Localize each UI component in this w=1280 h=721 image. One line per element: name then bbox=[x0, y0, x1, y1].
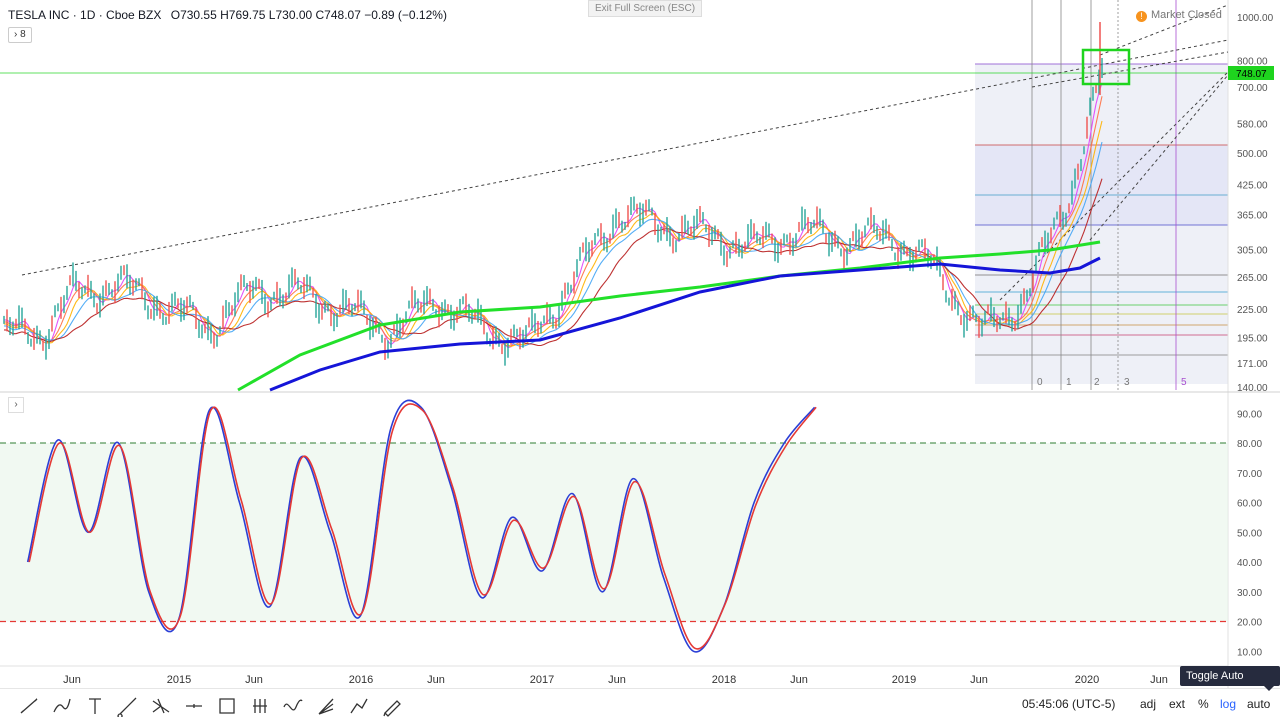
moving-average-line bbox=[3, 141, 1103, 347]
chart-canvas[interactable]: 1000.00800.00700.00580.00500.00425.00365… bbox=[0, 0, 1280, 688]
price-axis-label: 225.00 bbox=[1237, 305, 1268, 316]
fib-icon[interactable] bbox=[150, 695, 172, 717]
oscillator-axis-label: 90.00 bbox=[1237, 409, 1262, 420]
last-price-tag bbox=[1228, 66, 1274, 80]
text-icon[interactable] bbox=[84, 695, 106, 717]
exit-fullscreen-hint[interactable]: Exit Full Screen (ESC) bbox=[588, 0, 703, 17]
price-axis-label: 700.00 bbox=[1237, 83, 1268, 94]
fib-label: 5 bbox=[1181, 377, 1187, 388]
clock[interactable]: 05:45:06 (UTC-5) bbox=[1022, 697, 1116, 711]
fib-label: 1 bbox=[1066, 377, 1072, 388]
time-axis-label: Jun bbox=[790, 674, 808, 686]
indicators-toggle-button[interactable]: › 8 bbox=[8, 27, 32, 43]
price-axis-label: 265.00 bbox=[1237, 273, 1268, 284]
horizontal-line-icon[interactable] bbox=[183, 695, 205, 717]
time-axis-label: Jun bbox=[245, 674, 263, 686]
price-axis-label: 140.00 bbox=[1237, 383, 1268, 394]
highlight-box bbox=[1081, 48, 1131, 86]
trend-line-icon[interactable] bbox=[18, 695, 40, 717]
price-axis-label: 425.00 bbox=[1237, 181, 1268, 192]
price-axis-label: 305.00 bbox=[1237, 246, 1268, 257]
market-status-label: Market Closed bbox=[1151, 9, 1222, 21]
auto-scale-tooltip: Toggle Auto Scale bbox=[1180, 666, 1280, 702]
moving-average-200-line bbox=[237, 240, 1101, 392]
ray-icon[interactable] bbox=[117, 695, 139, 717]
oscillator-axis-label: 70.00 bbox=[1237, 469, 1262, 480]
market-status: ! Market Closed bbox=[1136, 9, 1222, 22]
trend-line bbox=[1099, 4, 1229, 56]
price-axis-label: 580.00 bbox=[1237, 120, 1268, 131]
auto-option[interactable]: auto bbox=[1247, 697, 1271, 711]
oscillator-axis-label: 20.00 bbox=[1237, 618, 1262, 629]
time-axis-label: Jun bbox=[608, 674, 626, 686]
time-axis-label: Jun bbox=[1150, 674, 1168, 686]
path-icon[interactable] bbox=[348, 695, 370, 717]
log-option[interactable]: log bbox=[1220, 697, 1237, 711]
oscillator-axis-label: 10.00 bbox=[1237, 647, 1262, 658]
oscillator-band bbox=[0, 443, 1228, 622]
symbol-header: TESLA INC · 1D · Cboe BZX O730.55 H769.7… bbox=[8, 8, 447, 22]
price-axis-label: 365.00 bbox=[1237, 210, 1268, 221]
fib-label: 0 bbox=[1037, 377, 1043, 388]
time-axis-label: 2019 bbox=[892, 674, 916, 686]
time-axis-label: Jun bbox=[427, 674, 445, 686]
time-axis-label: 2018 bbox=[712, 674, 736, 686]
time-axis-label: 2015 bbox=[167, 674, 191, 686]
oscillator-series-line bbox=[28, 403, 817, 650]
time-axis-label: Jun bbox=[970, 674, 988, 686]
price-axis-label: 195.00 bbox=[1237, 333, 1268, 344]
time-axis-label: 2020 bbox=[1075, 674, 1099, 686]
warning-icon: ! bbox=[1136, 11, 1147, 22]
wave-icon[interactable] bbox=[282, 695, 304, 717]
ohlc-readout: O730.55 H769.75 L730.00 C748.07 −0.89 (−… bbox=[170, 8, 447, 22]
price-axis-label: 800.00 bbox=[1237, 57, 1268, 68]
moving-average-300-line bbox=[269, 256, 1101, 392]
oscillator-axis-label: 60.00 bbox=[1237, 499, 1262, 510]
last-price-label: 748.07 bbox=[1236, 69, 1267, 80]
time-axis-label: 2017 bbox=[530, 674, 554, 686]
adj-option[interactable]: adj bbox=[1140, 697, 1157, 711]
fib-label: 3 bbox=[1124, 377, 1130, 388]
trend-line bbox=[21, 39, 1229, 276]
fib-zone-band bbox=[975, 145, 1228, 225]
pitchfork-icon[interactable] bbox=[249, 695, 271, 717]
fib-label: 2 bbox=[1094, 377, 1100, 388]
symbol-title[interactable]: TESLA INC · 1D · Cboe BZX bbox=[8, 8, 162, 22]
oscillator-pane-toggle[interactable]: › bbox=[8, 397, 24, 413]
oscillator-axis-label: 50.00 bbox=[1237, 528, 1262, 539]
price-axis-label: 1000.00 bbox=[1237, 13, 1274, 24]
brush-icon[interactable] bbox=[51, 695, 73, 717]
oscillator-axis-label: 30.00 bbox=[1237, 588, 1262, 599]
fan-icon[interactable] bbox=[315, 695, 337, 717]
bottom-toolbar bbox=[0, 688, 1280, 721]
time-axis-label: 2016 bbox=[349, 674, 373, 686]
rectangle-icon[interactable] bbox=[216, 695, 238, 717]
price-axis-label: 500.00 bbox=[1237, 149, 1268, 160]
percent-option[interactable]: % bbox=[1198, 697, 1209, 711]
oscillator-series-line bbox=[26, 399, 816, 653]
oscillator-axis-label: 80.00 bbox=[1237, 439, 1262, 450]
oscillator-axis-label: 40.00 bbox=[1237, 558, 1262, 569]
price-axis-label: 171.00 bbox=[1237, 359, 1268, 370]
time-axis-label: Jun bbox=[63, 674, 81, 686]
ext-option[interactable]: ext bbox=[1169, 697, 1186, 711]
pencil-icon[interactable] bbox=[381, 695, 403, 717]
